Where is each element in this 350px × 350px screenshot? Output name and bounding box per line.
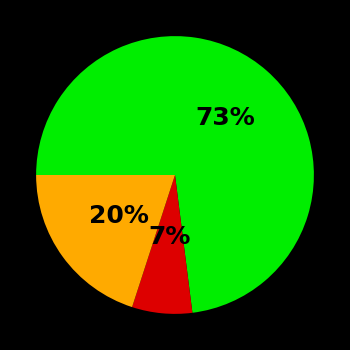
Text: 7%: 7% xyxy=(148,225,190,249)
Text: 73%: 73% xyxy=(196,106,255,130)
Wedge shape xyxy=(132,175,192,314)
Wedge shape xyxy=(36,175,175,307)
Text: 20%: 20% xyxy=(89,204,149,228)
Wedge shape xyxy=(36,36,314,313)
